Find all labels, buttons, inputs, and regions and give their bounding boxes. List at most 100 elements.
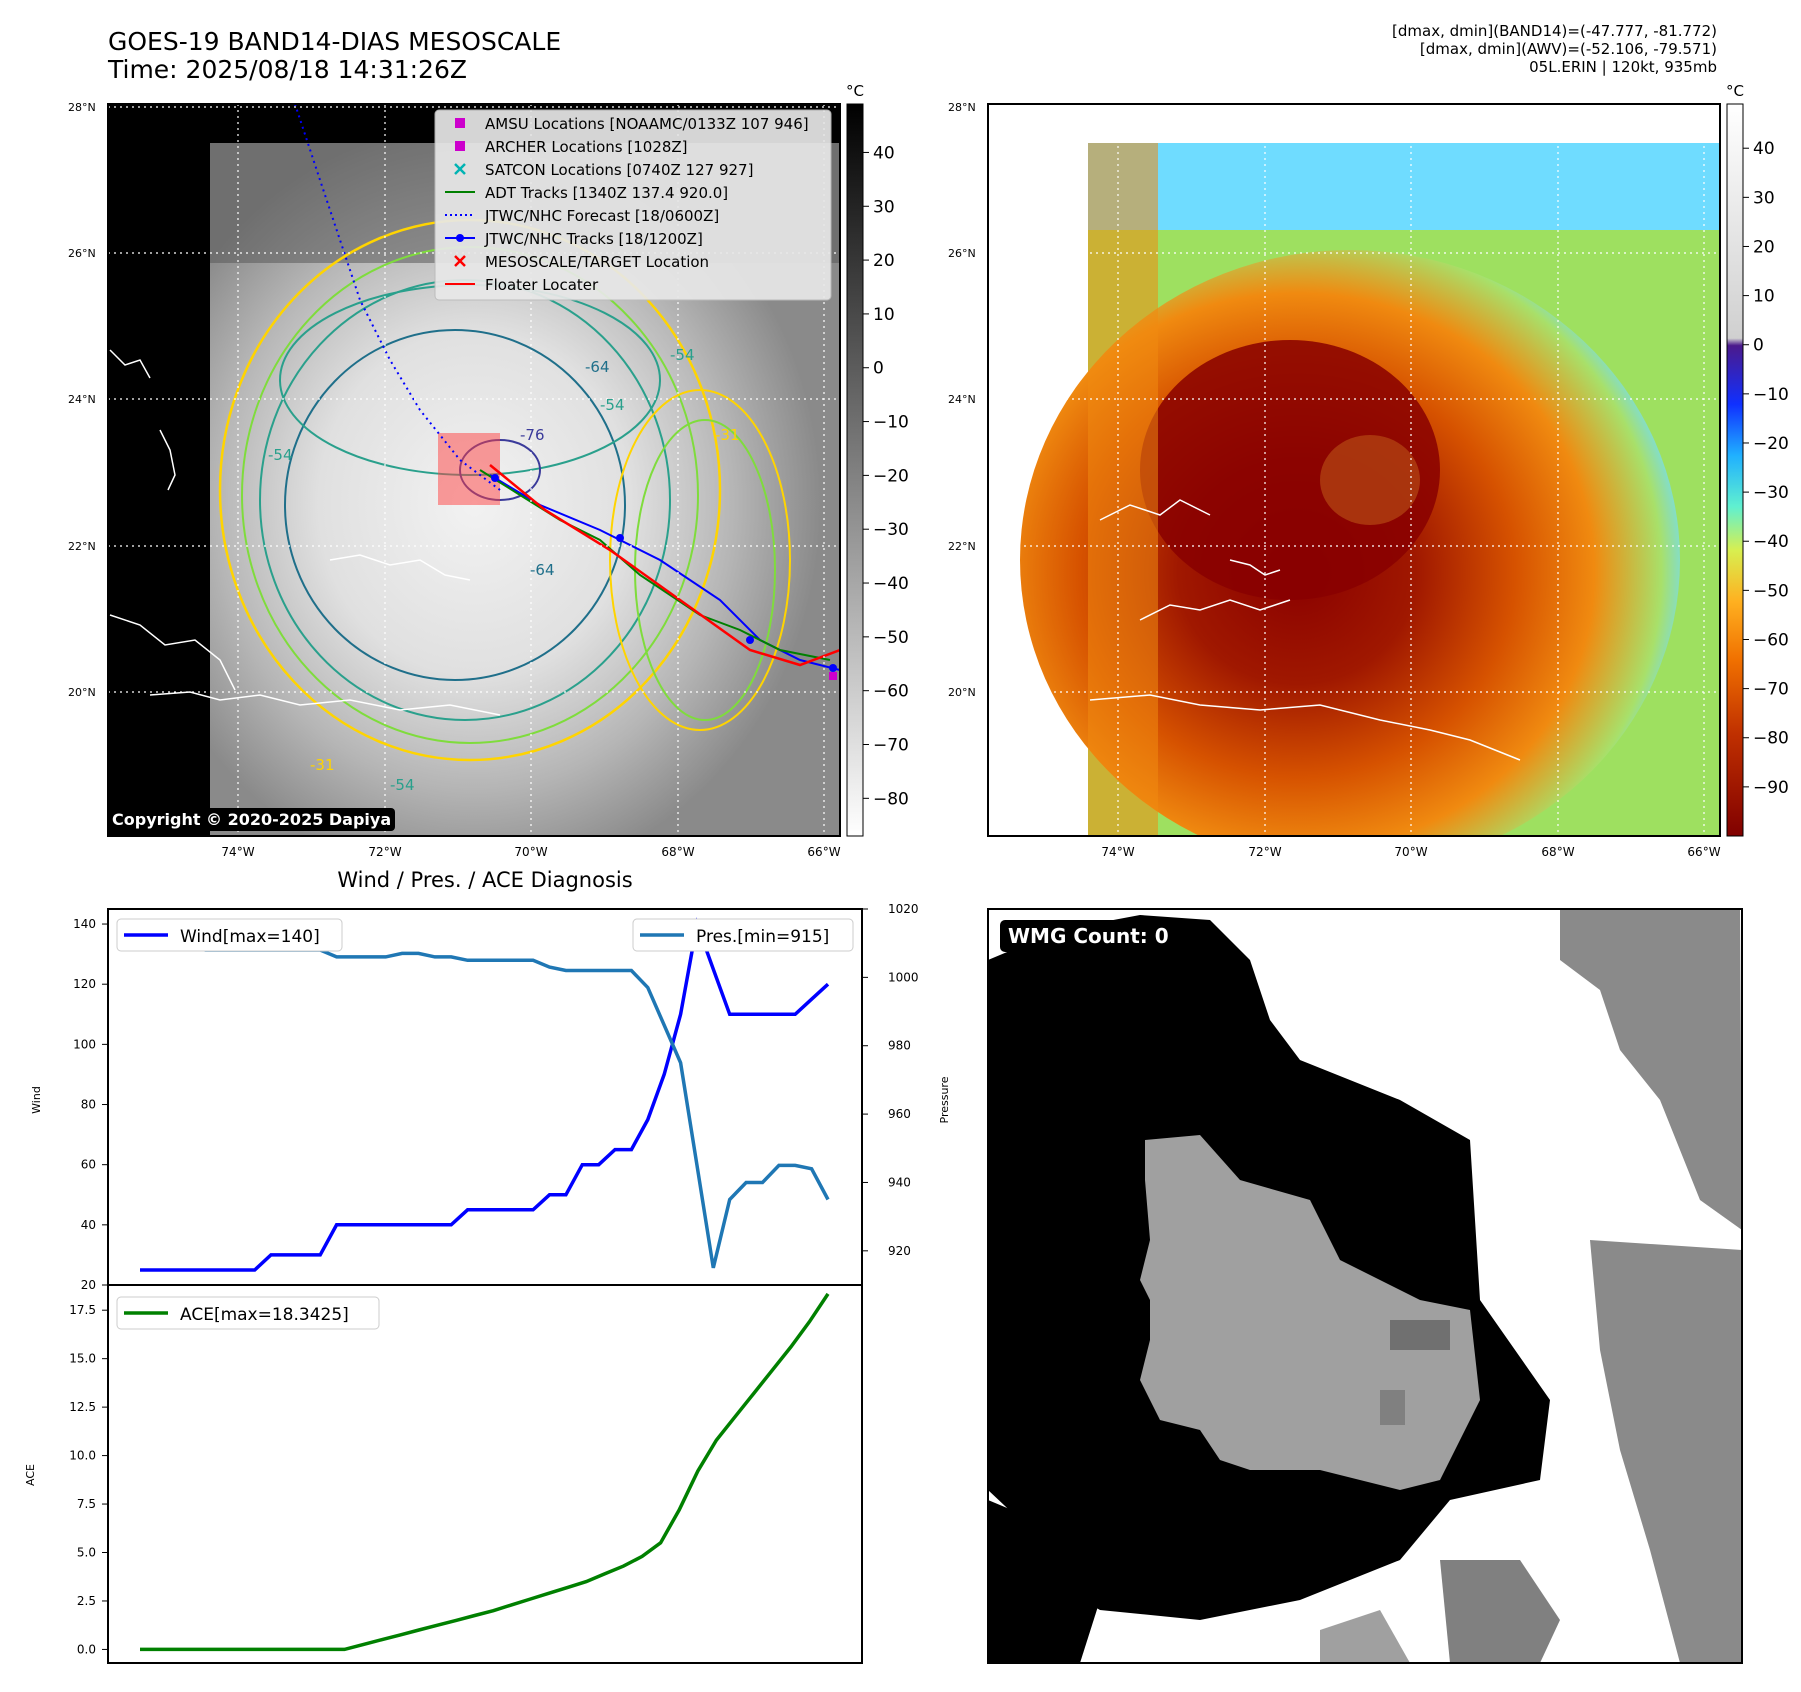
colorbar-tick-label: −10 <box>1753 385 1789 405</box>
wmg-count-badge: WMG Count: 0 <box>1000 920 1177 952</box>
lat-label: 22°N <box>948 540 976 553</box>
wmg-panel <box>987 908 1743 1664</box>
legend-item-amsu: AMSU Locations [NOAAMC/0133Z 107 946] <box>485 115 809 133</box>
lon-label: 68°W <box>1541 845 1574 859</box>
lat-label: 26°N <box>68 247 96 260</box>
ace-series-line <box>140 1292 830 1652</box>
y-tick-label: 5.0 <box>77 1546 96 1560</box>
lon-label: 68°W <box>661 845 694 859</box>
lat-label: 26°N <box>948 247 976 260</box>
colorbar-tick-label: −60 <box>1753 630 1789 650</box>
legend-marker <box>455 118 465 128</box>
contour-label: -31 <box>310 756 335 774</box>
ace-panel: 0.0 2.5 5.0 7.5 10.0 12.5 15.0 17.5 ACE ACE[max… <box>24 1284 863 1664</box>
contour-label: -54 <box>268 446 293 464</box>
right-map-lat-labels: 28°N 26°N 24°N 22°N 20°N <box>948 101 976 699</box>
lon-label: 74°W <box>221 845 254 859</box>
legend-item-forecast: JTWC/NHC Forecast [18/0600Z] <box>484 207 719 225</box>
lat-label: 24°N <box>68 393 96 406</box>
lon-label: 70°W <box>1394 845 1427 859</box>
wind-series-line <box>140 917 830 1272</box>
y-tick-label: 12.5 <box>69 1400 96 1414</box>
colorbar-tick-label: −80 <box>873 789 909 809</box>
legend-item-mesoscale: MESOSCALE/TARGET Location <box>485 253 709 271</box>
y-tick-label: 0.0 <box>77 1642 96 1656</box>
right-map-lon-labels: 74°W 72°W 70°W 68°W 66°W <box>1101 845 1720 859</box>
lat-label: 28°N <box>68 101 96 114</box>
colorbar-tick-label: 40 <box>1753 139 1775 159</box>
lat-label: 24°N <box>948 393 976 406</box>
color-colorbar: °C 40 30 20 10 0 −10 −20 −30 −40 −50 −60 −70 −80 −90 <box>1726 82 1789 837</box>
y-tick-label: 20 <box>81 1278 96 1292</box>
wind-pres-panel: 20 40 60 80 100 120 140 920 940 960 980 1000 1020 W… <box>30 902 951 1292</box>
colorbar-tick-label: −90 <box>1753 778 1789 798</box>
colorbar-tick-label: −40 <box>1753 532 1789 552</box>
lon-label: 70°W <box>514 845 547 859</box>
wind-legend-label: Wind[max=140] <box>180 927 320 947</box>
colorbar-tick-label: −30 <box>1753 483 1789 503</box>
info-line-1: [dmax, dmin](BAND14)=(-47.777, -81.772) <box>1392 22 1717 40</box>
colorbar-tick-label: −70 <box>1753 680 1789 700</box>
contour-label: -54 <box>600 396 625 414</box>
contour-label: -31 <box>715 426 740 444</box>
colorbar-tick-label: −10 <box>873 413 909 433</box>
gray-colorbar: °C 40 30 20 10 0 −10 −20 −30 −40 −50 −60 −70 −80 <box>846 82 909 837</box>
lon-label: 72°W <box>1248 845 1281 859</box>
lat-label: 28°N <box>948 101 976 114</box>
lon-label: 74°W <box>1101 845 1134 859</box>
colorbar-tick-label: 10 <box>873 305 895 325</box>
y-tick-label: 40 <box>81 1218 96 1232</box>
colorbar-tick-label: 30 <box>1753 188 1775 208</box>
contour-label: -64 <box>530 561 555 579</box>
legend-marker <box>455 141 465 151</box>
y-tick-label: 80 <box>81 1098 96 1112</box>
lon-label: 66°W <box>1687 845 1720 859</box>
y-tick-label: 1020 <box>888 902 919 916</box>
legend-marker <box>454 163 466 175</box>
legend-marker <box>456 234 464 242</box>
left-map-lon-labels: 74°W 72°W 70°W 68°W 66°W <box>221 845 840 859</box>
storm-info: [dmax, dmin](BAND14)=(-47.777, -81.772) … <box>1392 22 1717 76</box>
copyright-badge: Copyright © 2020-2025 Dapiya <box>108 808 396 831</box>
contour-label: -64 <box>585 358 610 376</box>
contour-label: -76 <box>520 426 545 444</box>
colorbar-tick-label: 20 <box>873 251 895 271</box>
y-tick-label: 2.5 <box>77 1594 96 1608</box>
y-tick-label: 920 <box>888 1244 911 1258</box>
lon-label: 72°W <box>368 845 401 859</box>
colorbar-tick-label: 30 <box>873 197 895 217</box>
legend-item-satcon: SATCON Locations [0740Z 127 927] <box>485 161 753 179</box>
ir-map-right <box>988 104 1720 836</box>
y-tick-label: 100 <box>73 1037 96 1051</box>
contour-label: -54 <box>390 776 415 794</box>
figure-title: GOES-19 BAND14-DIAS MESOSCALE Time: 2025… <box>108 28 561 84</box>
y-tick-label: 940 <box>888 1175 911 1189</box>
legend-marker <box>454 255 466 267</box>
y-tick-label: 60 <box>81 1158 96 1172</box>
map-legend: AMSU Locations [NOAAMC/0133Z 107 946] AR… <box>434 109 832 301</box>
colorbar-tick-label: 0 <box>873 359 884 379</box>
diagnosis-title: Wind / Pres. / ACE Diagnosis <box>337 868 632 892</box>
title-line-1: GOES-19 BAND14-DIAS MESOSCALE <box>108 27 562 56</box>
y-tick-label: 17.5 <box>69 1303 96 1317</box>
ace-legend: ACE[max=18.3425] <box>116 1296 380 1330</box>
pressure-legend-label: Pres.[min=915] <box>696 927 829 947</box>
colorbar-tick-label: −50 <box>1753 581 1789 601</box>
lat-label: 22°N <box>68 540 96 553</box>
y-tick-label: 7.5 <box>77 1497 96 1511</box>
colorbar-tick-label: −80 <box>1753 729 1789 749</box>
left-map-lat-labels: 28°N 26°N 24°N 22°N 20°N <box>68 101 96 699</box>
contour-label: -54 <box>670 346 695 364</box>
y-tick-label: 10.0 <box>69 1449 96 1463</box>
title-line-2: Time: 2025/08/18 14:31:26Z <box>108 55 467 84</box>
colorbar-unit: °C <box>1726 82 1744 100</box>
wind-legend: Wind[max=140] <box>116 918 343 952</box>
colorbar-tick-label: −60 <box>873 682 909 702</box>
legend-item-tracks: JTWC/NHC Tracks [18/1200Z] <box>484 230 703 248</box>
y-tick-label: 140 <box>73 917 96 931</box>
legend-item-adt: ADT Tracks [1340Z 137.4 920.0] <box>485 184 728 202</box>
colorbar-tick-label: −20 <box>1753 434 1789 454</box>
colorbar-tick-label: −70 <box>873 736 909 756</box>
ace-legend-label: ACE[max=18.3425] <box>180 1305 349 1325</box>
